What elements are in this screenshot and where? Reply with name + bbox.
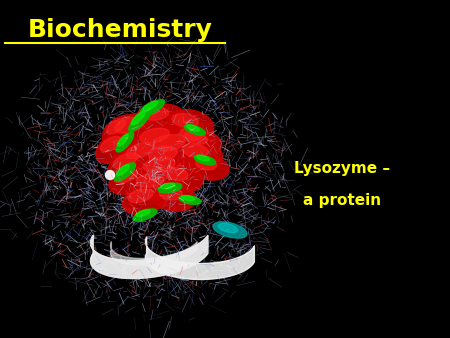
Ellipse shape — [136, 174, 164, 187]
Ellipse shape — [115, 172, 149, 193]
Ellipse shape — [196, 159, 216, 170]
Ellipse shape — [154, 185, 196, 211]
Ellipse shape — [115, 163, 135, 181]
Ellipse shape — [160, 191, 194, 210]
Ellipse shape — [136, 210, 150, 217]
Ellipse shape — [108, 121, 136, 144]
Ellipse shape — [105, 170, 114, 179]
Ellipse shape — [128, 189, 153, 203]
Text: a protein: a protein — [303, 193, 381, 208]
Ellipse shape — [113, 153, 137, 169]
Ellipse shape — [197, 162, 227, 179]
Ellipse shape — [109, 166, 151, 194]
Ellipse shape — [126, 143, 153, 159]
Ellipse shape — [154, 139, 202, 164]
Ellipse shape — [164, 171, 201, 191]
Ellipse shape — [96, 132, 134, 163]
Ellipse shape — [122, 185, 167, 215]
Ellipse shape — [120, 138, 170, 172]
Ellipse shape — [136, 154, 194, 186]
Ellipse shape — [117, 165, 129, 175]
Ellipse shape — [218, 223, 238, 233]
Ellipse shape — [114, 169, 137, 183]
Ellipse shape — [135, 104, 185, 132]
Ellipse shape — [143, 111, 182, 131]
Ellipse shape — [153, 135, 185, 151]
Ellipse shape — [116, 121, 159, 145]
Ellipse shape — [178, 128, 222, 155]
Ellipse shape — [179, 196, 201, 204]
Ellipse shape — [181, 195, 194, 201]
Ellipse shape — [129, 109, 151, 131]
Ellipse shape — [181, 131, 212, 149]
Ellipse shape — [129, 192, 165, 213]
Ellipse shape — [161, 183, 175, 189]
Ellipse shape — [150, 150, 191, 172]
Ellipse shape — [157, 164, 203, 192]
Ellipse shape — [158, 183, 182, 193]
Ellipse shape — [143, 101, 158, 111]
Ellipse shape — [183, 144, 208, 157]
Ellipse shape — [144, 158, 175, 173]
Ellipse shape — [131, 111, 145, 125]
Ellipse shape — [133, 124, 187, 156]
Ellipse shape — [133, 209, 157, 221]
Ellipse shape — [194, 155, 216, 165]
Ellipse shape — [114, 156, 150, 180]
Ellipse shape — [140, 128, 169, 143]
Text: Lysozyme –: Lysozyme – — [294, 161, 390, 175]
Ellipse shape — [138, 177, 177, 199]
Ellipse shape — [197, 155, 209, 161]
Ellipse shape — [148, 146, 177, 161]
Ellipse shape — [108, 149, 153, 181]
Ellipse shape — [108, 113, 162, 147]
Ellipse shape — [185, 135, 220, 154]
Ellipse shape — [178, 141, 222, 169]
Ellipse shape — [184, 125, 206, 135]
Ellipse shape — [145, 130, 205, 166]
Ellipse shape — [102, 115, 138, 145]
Ellipse shape — [128, 146, 167, 170]
Ellipse shape — [141, 107, 169, 120]
Ellipse shape — [102, 139, 132, 162]
Ellipse shape — [180, 128, 202, 140]
Ellipse shape — [184, 148, 220, 168]
Ellipse shape — [142, 142, 194, 174]
Ellipse shape — [184, 132, 207, 144]
Ellipse shape — [176, 125, 215, 151]
Ellipse shape — [118, 134, 128, 146]
Ellipse shape — [116, 132, 134, 152]
Ellipse shape — [159, 188, 182, 200]
Ellipse shape — [173, 117, 212, 139]
Ellipse shape — [187, 125, 199, 131]
Ellipse shape — [100, 137, 121, 152]
Ellipse shape — [166, 110, 214, 140]
Ellipse shape — [140, 100, 164, 116]
Ellipse shape — [163, 167, 188, 180]
Text: Biochemistry: Biochemistry — [27, 18, 212, 42]
Ellipse shape — [107, 119, 126, 134]
Ellipse shape — [141, 132, 184, 154]
Ellipse shape — [145, 162, 191, 185]
Ellipse shape — [172, 114, 198, 127]
Ellipse shape — [213, 222, 247, 238]
Ellipse shape — [115, 117, 144, 133]
Ellipse shape — [191, 156, 229, 180]
Ellipse shape — [130, 170, 180, 200]
